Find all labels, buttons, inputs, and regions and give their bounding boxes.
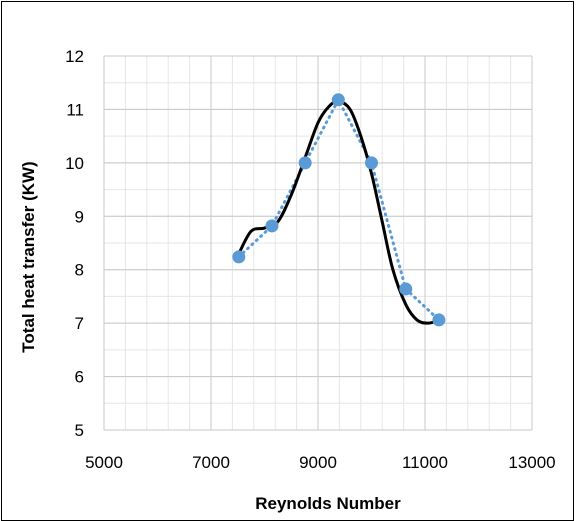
x-tick-label: 11000 xyxy=(402,453,448,472)
x-tick-label: 7000 xyxy=(192,453,230,472)
data-point-marker xyxy=(365,156,378,170)
data-point-marker xyxy=(399,282,413,296)
data-point-marker xyxy=(265,219,279,233)
x-axis-title: Reynolds Number xyxy=(255,494,401,513)
y-tick-label: 11 xyxy=(66,100,84,119)
y-tick-labels: 5 6 7 8 9 10 11 12 xyxy=(65,47,84,440)
y-tick-label: 12 xyxy=(65,47,84,66)
x-tick-labels: 5000 7000 9000 11000 13000 xyxy=(85,453,556,472)
data-point-marker xyxy=(331,93,345,107)
y-tick-label: 7 xyxy=(75,314,84,333)
data-point-marker xyxy=(232,250,246,264)
x-tick-label: 5000 xyxy=(85,453,123,472)
y-tick-label: 9 xyxy=(75,207,84,226)
data-point-marker xyxy=(432,313,446,327)
y-tick-label: 8 xyxy=(75,261,84,280)
y-tick-label: 5 xyxy=(75,421,84,440)
major-grid xyxy=(103,55,533,431)
data-point-marker xyxy=(298,156,312,170)
y-tick-label: 6 xyxy=(75,368,84,387)
x-tick-label: 13000 xyxy=(508,453,555,472)
markers-group xyxy=(232,93,446,327)
x-tick-label: 9000 xyxy=(299,453,337,472)
y-tick-label: 10 xyxy=(65,154,84,173)
y-axis-title: Total heat transfer (KW) xyxy=(19,161,38,352)
